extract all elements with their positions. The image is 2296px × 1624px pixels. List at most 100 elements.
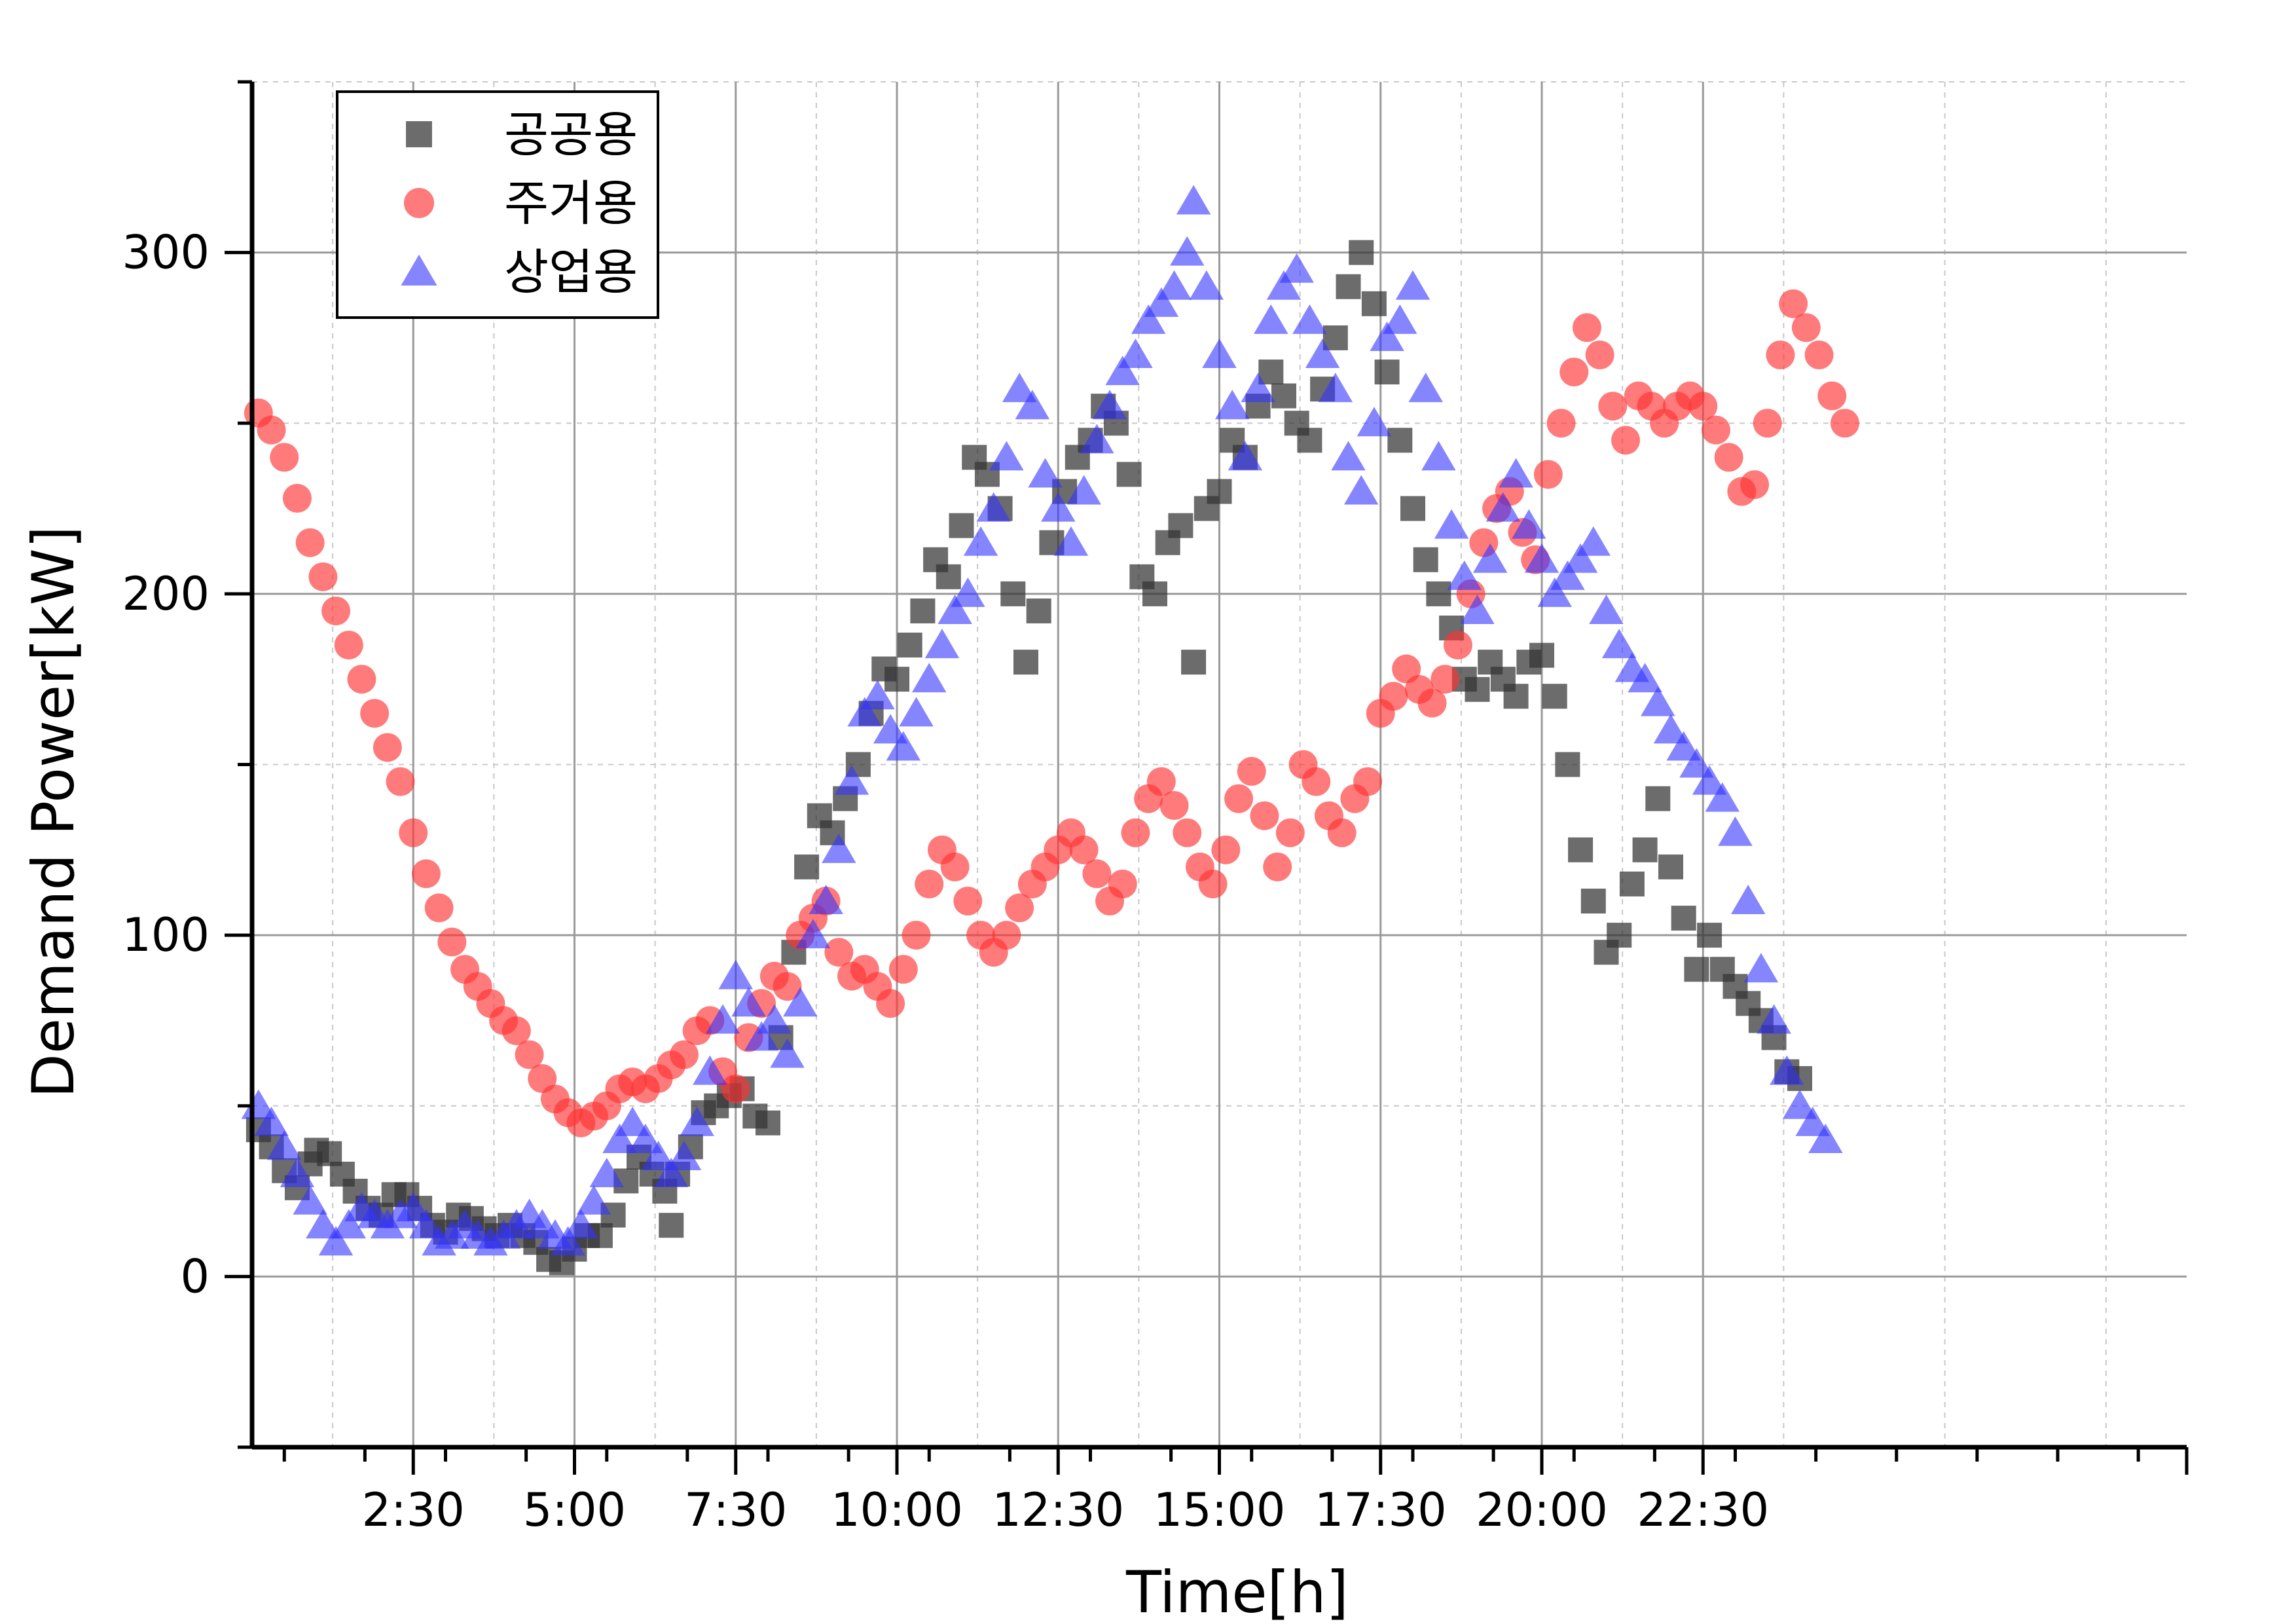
- data-point-triangle: [963, 526, 998, 556]
- data-point-triangle: [1782, 1089, 1817, 1119]
- data-point-triangle: [809, 885, 843, 914]
- data-point-circle: [1740, 470, 1770, 500]
- data-point-triangle: [267, 1130, 302, 1160]
- data-point-triangle: [589, 1158, 624, 1187]
- data-point-triangle: [1105, 356, 1140, 386]
- data-point-circle: [1817, 381, 1847, 411]
- data-point-circle: [360, 699, 390, 728]
- data-point-triangle: [718, 959, 753, 989]
- x-tick-label: 15:00: [1154, 1483, 1286, 1537]
- data-point-triangle: [834, 765, 869, 795]
- grid-lines: [252, 81, 2187, 1448]
- data-point-triangle: [280, 1158, 315, 1187]
- data-point-square: [1271, 383, 1296, 409]
- data-point-square: [1349, 240, 1374, 265]
- data-point-triangle: [1157, 270, 1192, 300]
- data-point-circle: [992, 921, 1021, 950]
- x-tick-label: 5:00: [523, 1483, 626, 1537]
- data-point-triangle: [1434, 509, 1469, 539]
- data-point-triangle: [1053, 526, 1089, 556]
- data-point-triangle: [1254, 304, 1288, 334]
- data-point-triangle: [1563, 543, 1598, 573]
- data-point-square: [1258, 360, 1284, 385]
- data-point-square: [910, 598, 936, 623]
- data-point-triangle: [1170, 236, 1205, 266]
- data-point-circle: [528, 1064, 557, 1094]
- data-point-circle: [424, 893, 454, 923]
- data-point-circle: [1224, 784, 1254, 813]
- data-point-circle: [1688, 392, 1718, 421]
- legend-label: 공공용: [504, 107, 638, 163]
- data-point-circle: [1275, 818, 1305, 847]
- legend-marker-triangle: [401, 254, 437, 286]
- data-point-triangle: [693, 1055, 727, 1085]
- data-point-triangle: [795, 919, 831, 949]
- data-point-triangle: [976, 492, 1011, 522]
- data-point-triangle: [938, 594, 972, 624]
- data-point-triangle: [1041, 492, 1076, 522]
- data-point-square: [1400, 496, 1425, 521]
- data-point-circle: [308, 562, 338, 591]
- data-point-triangle: [1808, 1123, 1843, 1153]
- data-point-triangle: [1176, 185, 1211, 215]
- data-point-circle: [334, 631, 363, 660]
- data-point-circle: [1598, 392, 1628, 421]
- data-point-circle: [902, 921, 931, 950]
- data-point-circle: [1443, 631, 1472, 660]
- data-point-square: [756, 1110, 780, 1135]
- data-point-circle: [1559, 358, 1589, 387]
- data-point-triangle: [1331, 441, 1366, 471]
- data-point-circle: [1779, 289, 1808, 318]
- data-point-circle: [501, 1016, 531, 1046]
- x-tick-label: 20:00: [1476, 1483, 1608, 1537]
- data-point-circle: [940, 852, 970, 881]
- x-axis-title: Time[h]: [1125, 1559, 1349, 1624]
- data-point-triangle: [1589, 594, 1624, 624]
- data-point-triangle: [951, 577, 985, 607]
- data-point-circle: [1082, 859, 1112, 889]
- data-point-square: [1142, 581, 1167, 606]
- data-point-triangle: [1524, 543, 1559, 573]
- data-point-circle: [1533, 460, 1563, 489]
- data-point-circle: [1302, 767, 1331, 796]
- series-circle: [244, 289, 1859, 1137]
- data-point-square: [1658, 854, 1683, 879]
- data-point-triangle: [1770, 1055, 1804, 1085]
- data-point-triangle: [293, 1185, 327, 1215]
- data-point-circle: [373, 733, 402, 762]
- data-point-circle: [1766, 341, 1795, 369]
- data-point-triangle: [1460, 594, 1495, 624]
- data-point-circle: [1392, 654, 1421, 684]
- data-point-square: [1426, 581, 1451, 606]
- data-point-triangle: [1499, 458, 1533, 488]
- data-point-circle: [1159, 791, 1189, 821]
- data-point-triangle: [1679, 748, 1714, 778]
- data-point-circle: [411, 859, 441, 889]
- legend-label: 상업용: [504, 244, 638, 301]
- legend-box: [336, 90, 659, 319]
- data-point-triangle: [331, 1209, 366, 1239]
- y-axis-title: Demand Power[kW]: [20, 526, 87, 1098]
- data-point-triangle: [1080, 424, 1114, 454]
- axes: [225, 80, 2189, 1475]
- data-point-circle: [1379, 682, 1408, 711]
- data-point-circle: [1121, 818, 1150, 847]
- data-point-circle: [270, 443, 299, 472]
- data-point-triangle: [822, 833, 856, 863]
- data-point-triangle: [1395, 270, 1430, 300]
- data-point-circle: [386, 767, 415, 796]
- data-point-triangle: [396, 1192, 431, 1222]
- data-point-triangle: [602, 1123, 637, 1153]
- data-point-triangle: [731, 987, 766, 1017]
- data-point-triangle: [873, 714, 908, 744]
- x-tick-label: 10:00: [831, 1483, 963, 1537]
- data-point-triangle: [628, 1123, 663, 1153]
- data-point-square: [949, 513, 974, 538]
- data-point-square: [1387, 428, 1413, 453]
- data-point-triangle: [680, 1106, 714, 1136]
- data-point-triangle: [1795, 1106, 1830, 1136]
- data-point-triangle: [912, 663, 947, 693]
- data-point-triangle: [1550, 560, 1585, 590]
- data-point-circle: [1146, 767, 1176, 796]
- data-point-triangle: [770, 1038, 805, 1068]
